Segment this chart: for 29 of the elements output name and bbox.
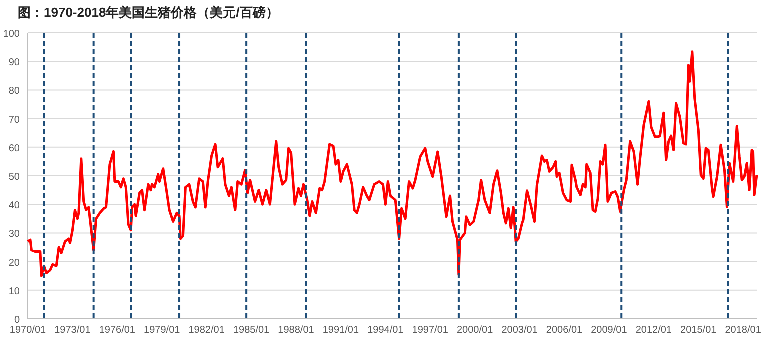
x-tick-label: 1985/01 <box>233 325 270 336</box>
y-tick-label: 20 <box>8 258 20 269</box>
y-tick-label: 100 <box>3 29 20 40</box>
y-tick-label: 10 <box>8 286 20 298</box>
x-tick-label: 2003/01 <box>502 325 538 336</box>
y-tick-label: 60 <box>8 143 20 154</box>
x-tick-label: 2006/01 <box>546 325 584 336</box>
x-tick-label: 1991/01 <box>322 325 360 336</box>
x-tick-label: 1994/01 <box>368 325 404 336</box>
x-tick-label: 1979/01 <box>144 325 181 336</box>
x-tick-label: 1997/01 <box>412 325 449 336</box>
x-tick-label: 1970/01 <box>10 325 47 336</box>
x-tick-label: 2015/01 <box>680 325 718 336</box>
x-tick-label: 2018/01 <box>725 325 762 336</box>
y-tick-label: 0 <box>14 315 20 326</box>
y-tick-label: 30 <box>8 229 20 240</box>
x-tick-label: 1982/01 <box>188 325 226 336</box>
y-tick-label: 80 <box>8 86 20 98</box>
y-tick-label: 70 <box>8 114 20 126</box>
x-tick-label: 1988/01 <box>278 325 315 336</box>
y-tick-label: 40 <box>8 200 20 212</box>
y-tick-label: 90 <box>8 58 20 69</box>
x-tick-label: 2009/01 <box>591 325 628 336</box>
y-tick-label: 50 <box>8 172 20 183</box>
title: 图：1970-2018年美国生猪价格（美元/百磅） <box>18 5 279 20</box>
x-tick-label: 1976/01 <box>99 325 136 336</box>
x-tick-label: 1973/01 <box>54 325 92 336</box>
x-tick-label: 2012/01 <box>636 325 672 336</box>
x-tick-label: 2000/01 <box>457 325 494 336</box>
